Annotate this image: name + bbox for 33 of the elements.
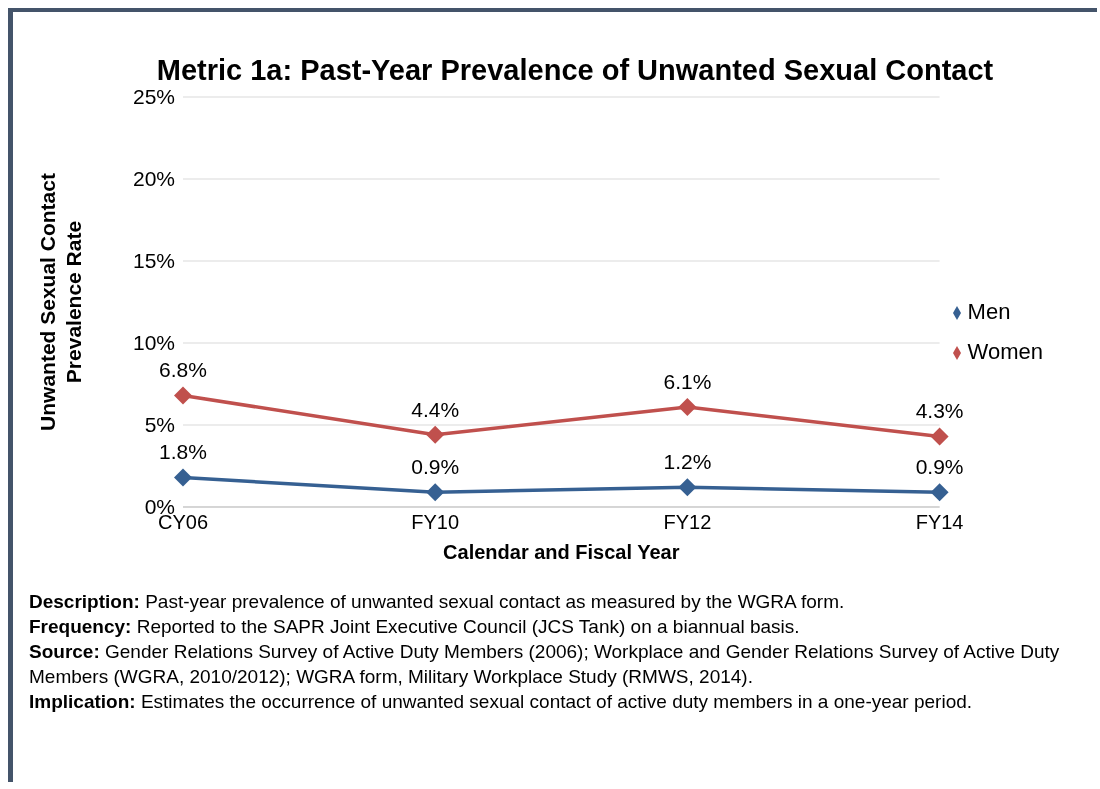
point [930, 427, 949, 446]
text: Implication: Estimates the occurrence of unwanted sexual contact of active duty members in a one-year period. [29, 690, 974, 714]
text: Frequency: Reported to the SAPR Joint Executive Council (JCS Tank) on a biannual basis. [29, 615, 801, 639]
x-tick-label: FY14 [915, 511, 964, 534]
y-tick-label: 20% [132, 167, 175, 191]
data-label: 6.8% [159, 358, 207, 382]
y-tick-label: 10% [132, 331, 175, 355]
data-label: 1.8% [159, 440, 207, 464]
x-tick-label: FY10 [411, 511, 460, 534]
legend-label: Men [967, 299, 1011, 324]
data-label: 4.3% [915, 399, 964, 423]
data-label: 6.1% [663, 369, 712, 393]
point [426, 483, 445, 502]
y-tick-label: 25% [132, 85, 175, 109]
point [426, 425, 445, 444]
y-tick-label: 5% [144, 413, 175, 437]
data-label: 1.2% [663, 450, 712, 474]
point [678, 478, 697, 497]
data-label: 4.4% [411, 397, 460, 421]
text: Description: Past-year prevalence of unwanted sexual contact as measured by the WGRA form. [29, 590, 846, 614]
data-label: 0.9% [411, 455, 460, 479]
point [174, 386, 192, 405]
y-axis-title: Unwanted Sexual Contact Prevalence Rate [36, 173, 85, 431]
source-note: Source: Gender Relations Survey of Active Duty Members (2006); Workplace and Gender Relations Survey of Active Duty Members (WGRA, 2010/2012); WGRA form, Military Workplace Study (RMWS, 2014). [29, 640, 1061, 689]
legend-label: Women [967, 339, 1043, 364]
chart-title: Metric 1a: Past-Year Prevalence of Unwanted Sexual Contact [155, 53, 995, 87]
x-tick-label: FY12 [663, 511, 712, 534]
y-tick-label: 15% [132, 249, 175, 273]
point [678, 397, 697, 416]
point [174, 468, 192, 487]
data-label: 0.9% [915, 455, 964, 479]
x-axis-title: Calendar and Fiscal Year [443, 541, 680, 563]
point [930, 483, 949, 502]
